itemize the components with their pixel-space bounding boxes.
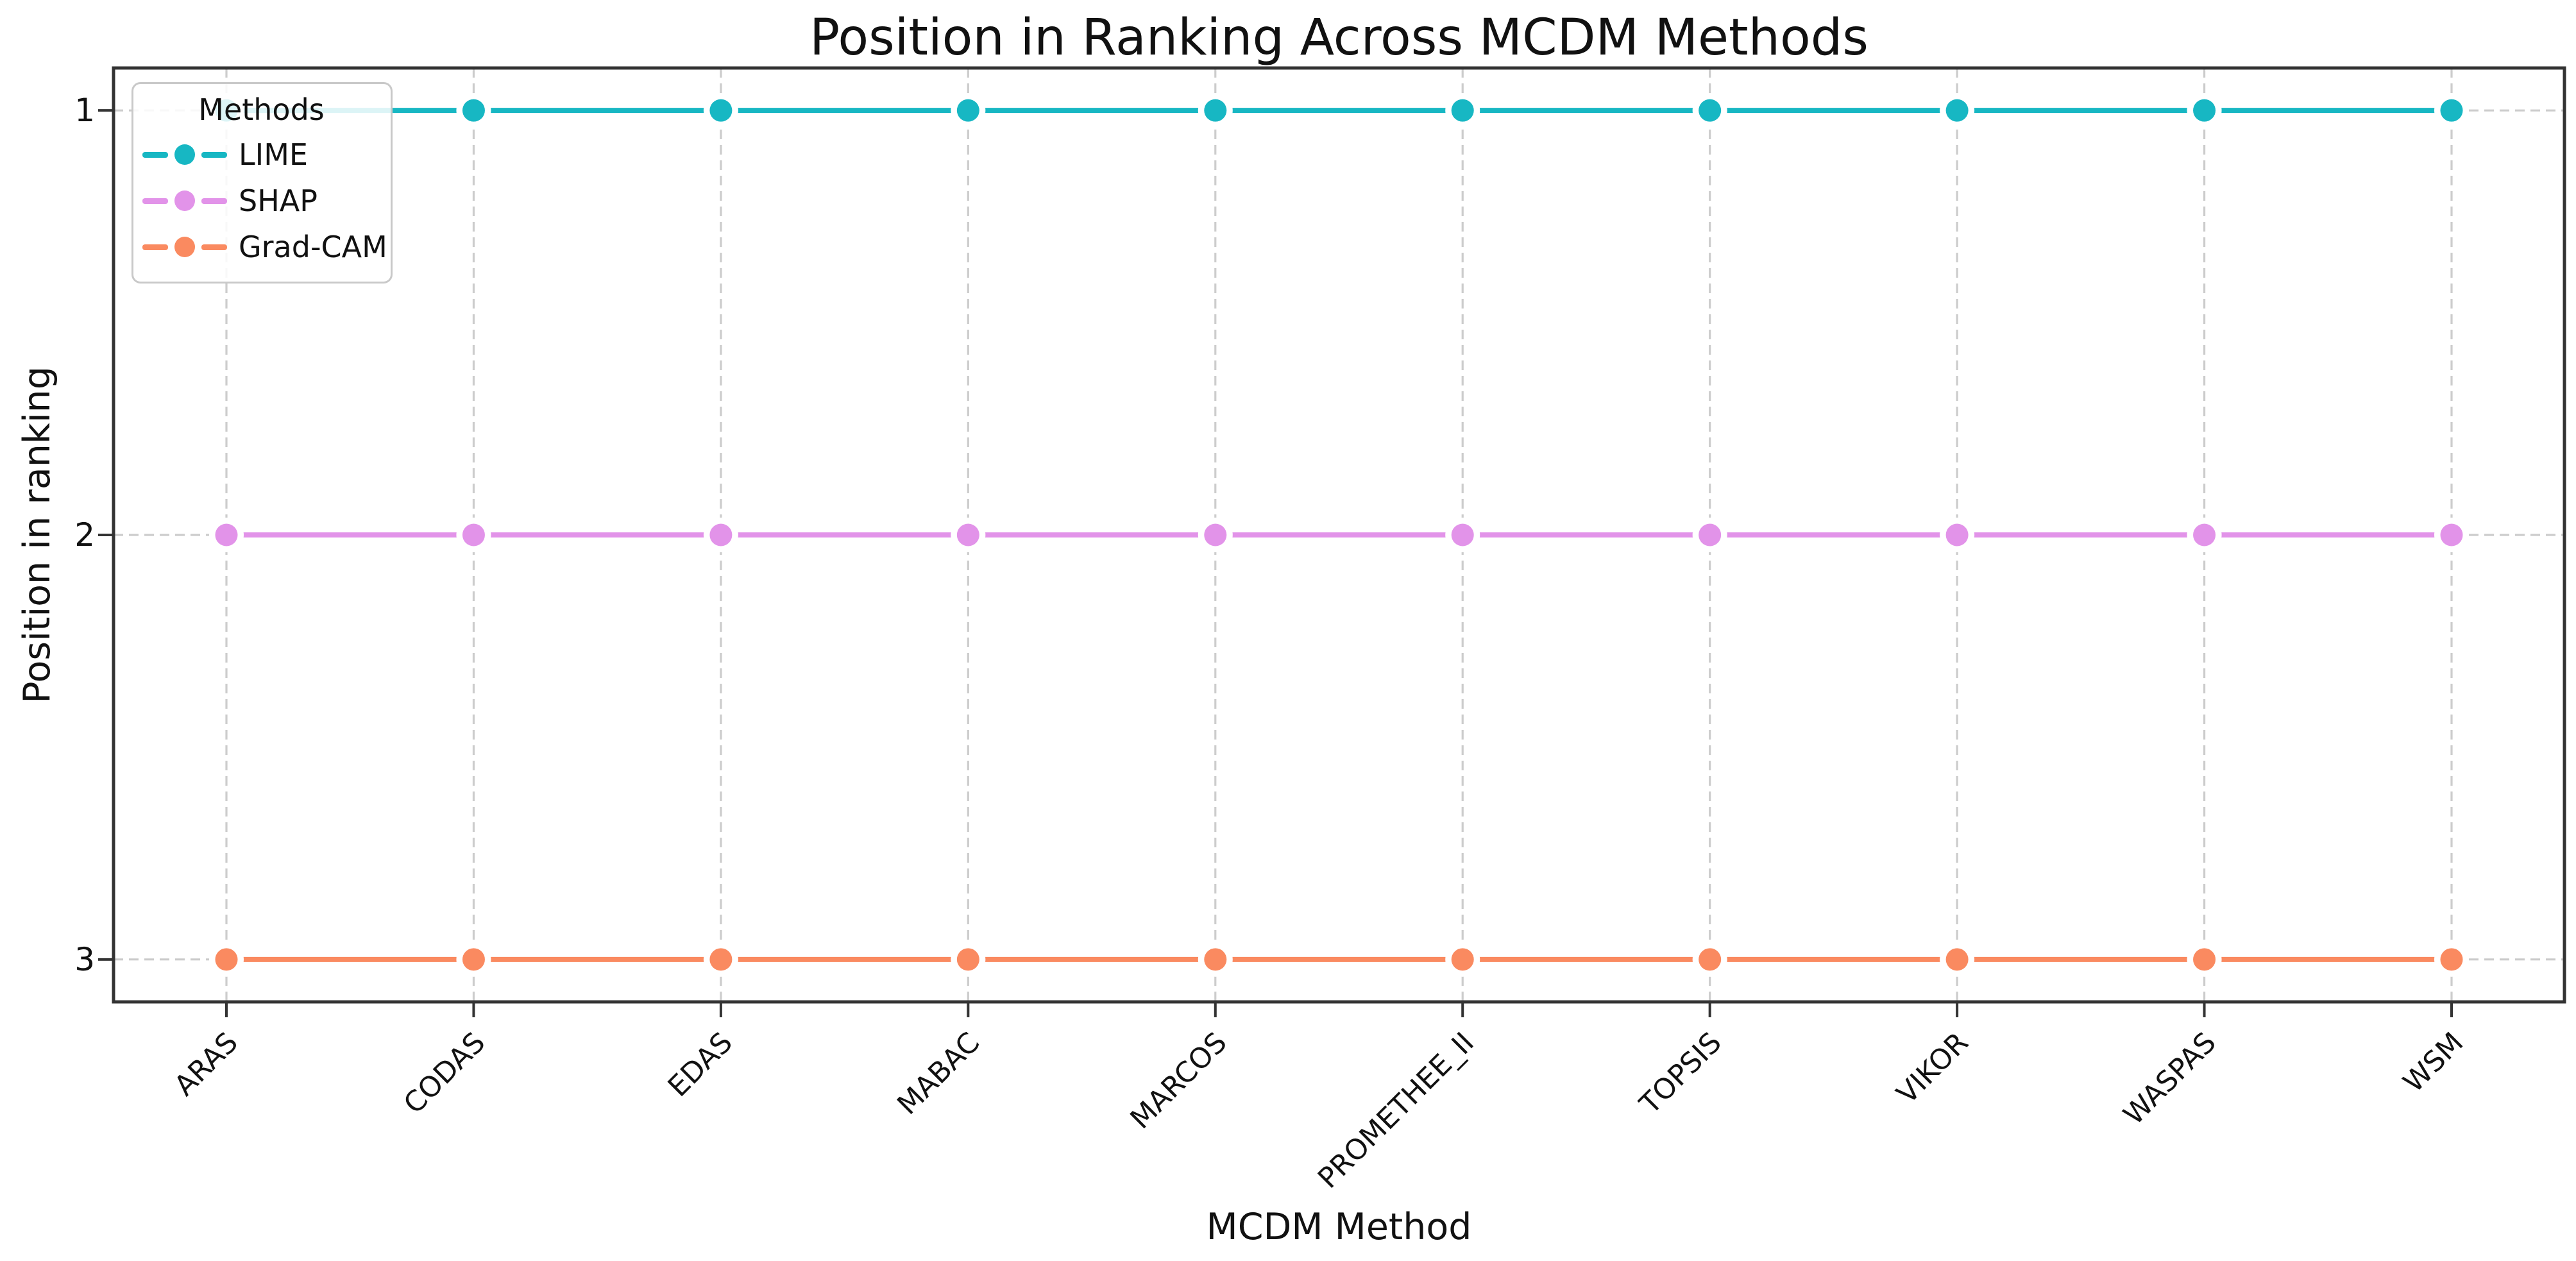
legend-dash-segment <box>142 151 168 158</box>
x-axis-label: MCDM Method <box>1206 1206 1472 1248</box>
legend-marker-dot <box>174 237 195 257</box>
marker-SHAP <box>2193 523 2216 546</box>
marker-Grad-CAM <box>1451 948 1474 971</box>
legend: Methods LIME SHAP Grad-CAM <box>131 82 393 284</box>
marker-SHAP <box>215 523 238 546</box>
y-tick-label: 3 <box>74 940 95 978</box>
marker-Grad-CAM <box>462 948 485 971</box>
legend-items: LIME SHAP Grad-CAM <box>142 131 387 270</box>
chart-title: Position in Ranking Across MCDM Methods <box>809 9 1868 67</box>
marker-Grad-CAM <box>2440 948 2463 971</box>
marker-SHAP <box>709 523 733 546</box>
marker-SHAP <box>1204 523 1227 546</box>
marker-Grad-CAM <box>1945 948 1969 971</box>
marker-SHAP <box>2440 523 2463 546</box>
marker-Grad-CAM <box>709 948 733 971</box>
legend-label: LIME <box>239 137 308 172</box>
legend-item-SHAP: SHAP <box>142 178 380 224</box>
legend-dash-segment <box>201 151 227 158</box>
marker-SHAP <box>956 523 979 546</box>
legend-dash-segment <box>142 198 168 204</box>
legend-dash-segment <box>201 198 227 204</box>
marker-SHAP <box>462 523 485 546</box>
marker-Grad-CAM <box>1204 948 1227 971</box>
marker-LIME <box>462 99 485 122</box>
marker-LIME <box>956 99 979 122</box>
legend-line-marker-icon <box>142 237 228 257</box>
marker-LIME <box>2193 99 2216 122</box>
legend-item-LIME: LIME <box>142 131 380 178</box>
y-tick-label: 2 <box>74 516 95 554</box>
legend-title: Methods <box>198 92 325 127</box>
marker-LIME <box>2440 99 2463 122</box>
legend-label: SHAP <box>239 183 318 218</box>
marker-Grad-CAM <box>2193 948 2216 971</box>
legend-marker-dot <box>174 144 195 165</box>
plot-spines <box>112 66 2566 1004</box>
marker-Grad-CAM <box>215 948 238 971</box>
legend-dash-segment <box>142 244 168 250</box>
legend-line-marker-icon <box>142 190 228 211</box>
marker-LIME <box>1699 99 1722 122</box>
marker-Grad-CAM <box>1699 948 1722 971</box>
marker-SHAP <box>1451 523 1474 546</box>
marker-LIME <box>1204 99 1227 122</box>
legend-item-Grad-CAM: Grad-CAM <box>142 224 387 270</box>
marker-LIME <box>1945 99 1969 122</box>
legend-dash-segment <box>201 244 227 250</box>
legend-marker-dot <box>174 190 195 211</box>
marker-LIME <box>709 99 733 122</box>
y-tick-label: 1 <box>74 92 95 130</box>
marker-Grad-CAM <box>956 948 979 971</box>
marker-SHAP <box>1945 523 1969 546</box>
legend-line-marker-icon <box>142 144 228 165</box>
marker-SHAP <box>1699 523 1722 546</box>
marker-LIME <box>1451 99 1474 122</box>
legend-label: Grad-CAM <box>239 230 387 264</box>
